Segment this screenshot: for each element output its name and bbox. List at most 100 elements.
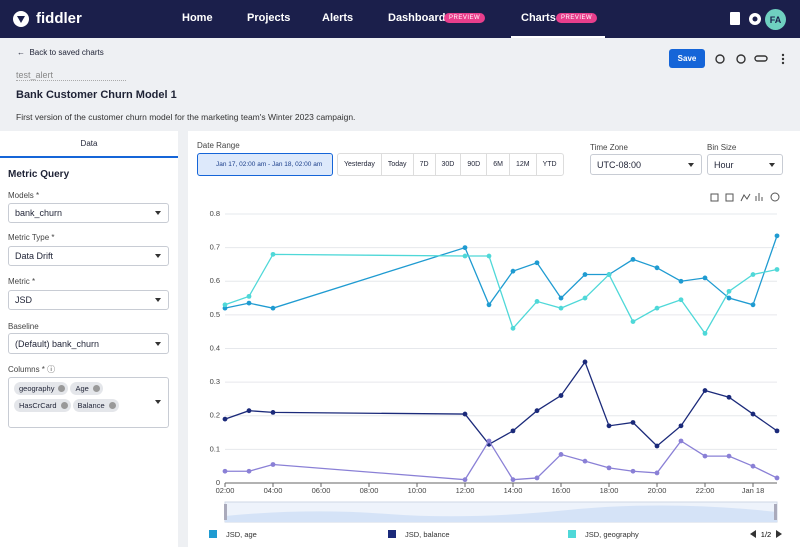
- data-point: [750, 272, 756, 277]
- data-point: [222, 305, 228, 311]
- chart-name-input[interactable]: test_alert: [16, 70, 126, 81]
- slider-handle[interactable]: [224, 504, 227, 520]
- data-point: [270, 251, 276, 257]
- back-text[interactable]: Back to saved charts: [29, 48, 104, 57]
- toolbar-icons[interactable]: [712, 51, 790, 67]
- data-point: [774, 267, 780, 272]
- multi-select[interactable]: geography Age HasCrCard Balance: [8, 377, 169, 428]
- x-tick-label: 14:00: [504, 486, 523, 495]
- data-point: [654, 305, 660, 311]
- nav-bar: fiddler Home Projects Alerts Dashboards …: [0, 0, 800, 38]
- chip[interactable]: Age: [70, 382, 103, 395]
- badge: PREVIEW: [556, 13, 598, 23]
- active-underline: [511, 36, 605, 38]
- preset[interactable]: 12M: [510, 154, 537, 175]
- data-point: [486, 438, 492, 444]
- save-button[interactable]: Save: [669, 49, 705, 68]
- nav-item[interactable]: Charts: [521, 12, 556, 24]
- data-point: [462, 411, 468, 417]
- preset[interactable]: YTD: [542, 161, 557, 168]
- chip[interactable]: geography: [14, 382, 69, 395]
- bin-size-label: Bin Size: [707, 143, 737, 152]
- preset[interactable]: 90D: [461, 154, 488, 175]
- nav-item[interactable]: Dashboards: [388, 12, 452, 24]
- chip[interactable]: HasCrCard: [14, 399, 71, 412]
- data-point: [702, 330, 708, 336]
- data-point: [222, 468, 228, 474]
- y-tick-label: 0.5: [210, 310, 220, 319]
- preset[interactable]: 30D: [436, 154, 462, 175]
- x-tick-label: 08:00: [360, 486, 379, 495]
- data-point: [702, 275, 708, 281]
- y-tick-label: 0.7: [210, 243, 220, 252]
- preset[interactable]: 6M: [487, 154, 510, 175]
- y-tick-label: 0.8: [210, 209, 220, 218]
- select[interactable]: UTC-08:00: [590, 154, 702, 175]
- avatar[interactable]: FA: [765, 9, 786, 30]
- data-point: [606, 272, 612, 277]
- section-heading: Metric Query: [8, 169, 70, 180]
- data-point: [582, 359, 588, 365]
- chip[interactable]: Balance: [72, 399, 119, 412]
- data-point: [654, 470, 660, 476]
- field-label: Columns * ⓘ: [8, 365, 56, 374]
- data-point: [558, 452, 564, 457]
- data-point: [510, 325, 516, 331]
- select[interactable]: JSD: [8, 290, 169, 310]
- data-point: [726, 288, 732, 294]
- data-point: [246, 468, 252, 474]
- data-point: [750, 302, 756, 308]
- data-point: [654, 265, 660, 271]
- nav-item[interactable]: Alerts: [322, 12, 354, 24]
- legend-next[interactable]: [776, 530, 782, 538]
- data-point: [702, 453, 708, 459]
- data-point: [726, 453, 732, 459]
- chart: 1/2 0 0.1 0.2 0.3 0.4 0.5 0.6 0.7 0.8 02:00 04:00 0…: [209, 192, 782, 539]
- data-point: [558, 393, 564, 398]
- preset[interactable]: Today: [382, 154, 414, 175]
- preset[interactable]: Yesterday: [338, 154, 382, 175]
- data-point: [270, 409, 276, 415]
- select-value: bank_churn: [15, 208, 63, 218]
- main-panel: Date Range Jan 17, 02:00 am - Jan 18, 02…: [188, 131, 800, 547]
- select[interactable]: Data Drift: [8, 246, 169, 266]
- x-tick-label: Jan 18: [742, 486, 765, 495]
- data-point: [510, 477, 516, 483]
- x-tick-label: 12:00: [456, 486, 475, 495]
- x-tick-label: 02:00: [216, 486, 235, 495]
- legend-prev[interactable]: [750, 530, 756, 538]
- tab[interactable]: Data: [0, 131, 178, 158]
- slider-handle[interactable]: [774, 504, 777, 520]
- select-value: Hour: [714, 159, 734, 170]
- chart-tools[interactable]: [710, 192, 780, 202]
- legend-label: JSD, balance: [405, 530, 450, 539]
- back-link[interactable]: ← Back to saved charts: [17, 48, 104, 57]
- data-point: [246, 293, 252, 299]
- data-point: [462, 477, 468, 483]
- data-point: [726, 295, 732, 301]
- date-range-picker[interactable]: Jan 17, 02:00 am - Jan 18, 02:00 am: [197, 153, 333, 176]
- data-point: [222, 302, 228, 308]
- nav-item[interactable]: Home: [182, 12, 213, 24]
- select[interactable]: Hour: [707, 154, 783, 175]
- date-range-label: Date Range: [197, 141, 240, 150]
- data-point: [534, 260, 540, 266]
- data-point: [558, 295, 564, 301]
- data-point: [270, 305, 276, 311]
- brand: fiddler: [36, 10, 82, 27]
- nav-item[interactable]: Projects: [247, 12, 291, 24]
- select[interactable]: (Default) bank_churn: [8, 333, 169, 354]
- y-tick-label: 0.6: [210, 276, 220, 285]
- select[interactable]: bank_churn: [8, 203, 169, 223]
- nav-icons[interactable]: [728, 11, 762, 27]
- data-point: [702, 388, 708, 393]
- x-tick-label: 20:00: [648, 486, 667, 495]
- select-value: JSD: [15, 295, 33, 305]
- data-point: [678, 423, 684, 429]
- data-point: [486, 302, 492, 308]
- preset[interactable]: 7D: [414, 154, 436, 175]
- legend-label: JSD, age: [226, 530, 257, 539]
- data-point: [534, 299, 540, 304]
- legend-swatch: [568, 530, 576, 538]
- x-tick-label: 18:00: [600, 486, 619, 495]
